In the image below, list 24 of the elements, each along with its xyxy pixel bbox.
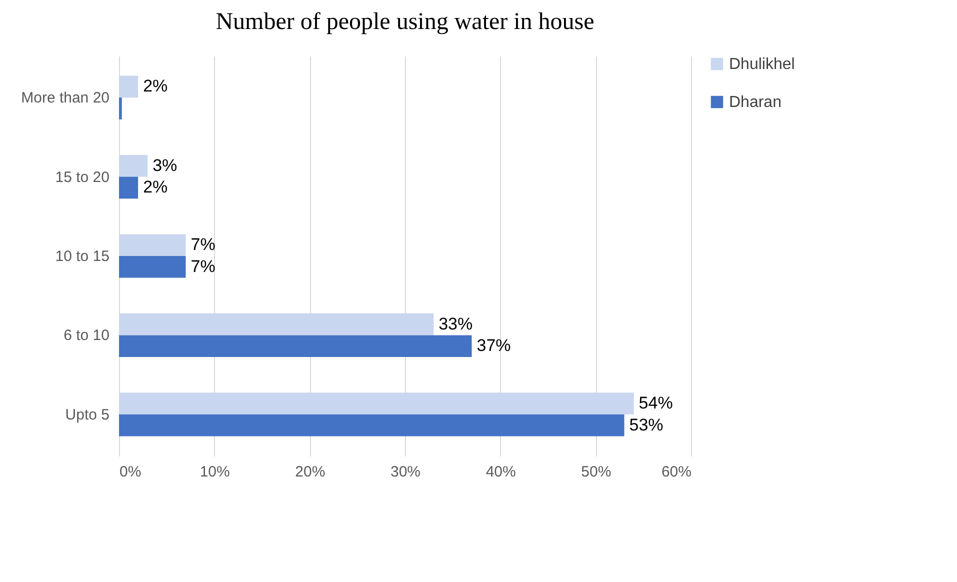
data-label: 33%: [438, 314, 473, 334]
data-label: 54%: [638, 394, 673, 413]
data-label: 7%: [190, 256, 216, 276]
y-tick-label: 10 to 15: [55, 248, 110, 265]
x-tick-label: 20%: [295, 464, 326, 480]
y-tick-label: More than 20: [21, 90, 110, 107]
x-tick-label: 50%: [581, 464, 612, 480]
data-label: 2%: [143, 76, 168, 96]
data-label: 3%: [152, 156, 178, 175]
data-label: 7%: [190, 235, 216, 254]
y-tick-label: 6 to 10: [64, 327, 110, 344]
x-tick-label: 40%: [486, 464, 516, 480]
chart-title: Number of people using water in house: [216, 9, 594, 35]
x-tick-label: 0%: [120, 464, 142, 480]
x-tick-label: 10%: [200, 464, 230, 480]
data-label: 53%: [629, 415, 664, 434]
y-tick-label: Upto 5: [65, 406, 110, 424]
x-tick-label: 30%: [390, 464, 421, 480]
data-label: 2%: [143, 178, 168, 197]
legend-label: Dharan: [729, 94, 782, 111]
x-tick-label: 60%: [661, 464, 692, 480]
y-tick-label: 15 to 20: [55, 168, 110, 186]
legend-label: Dhulikhel: [729, 56, 795, 73]
data-label: 37%: [476, 336, 511, 356]
